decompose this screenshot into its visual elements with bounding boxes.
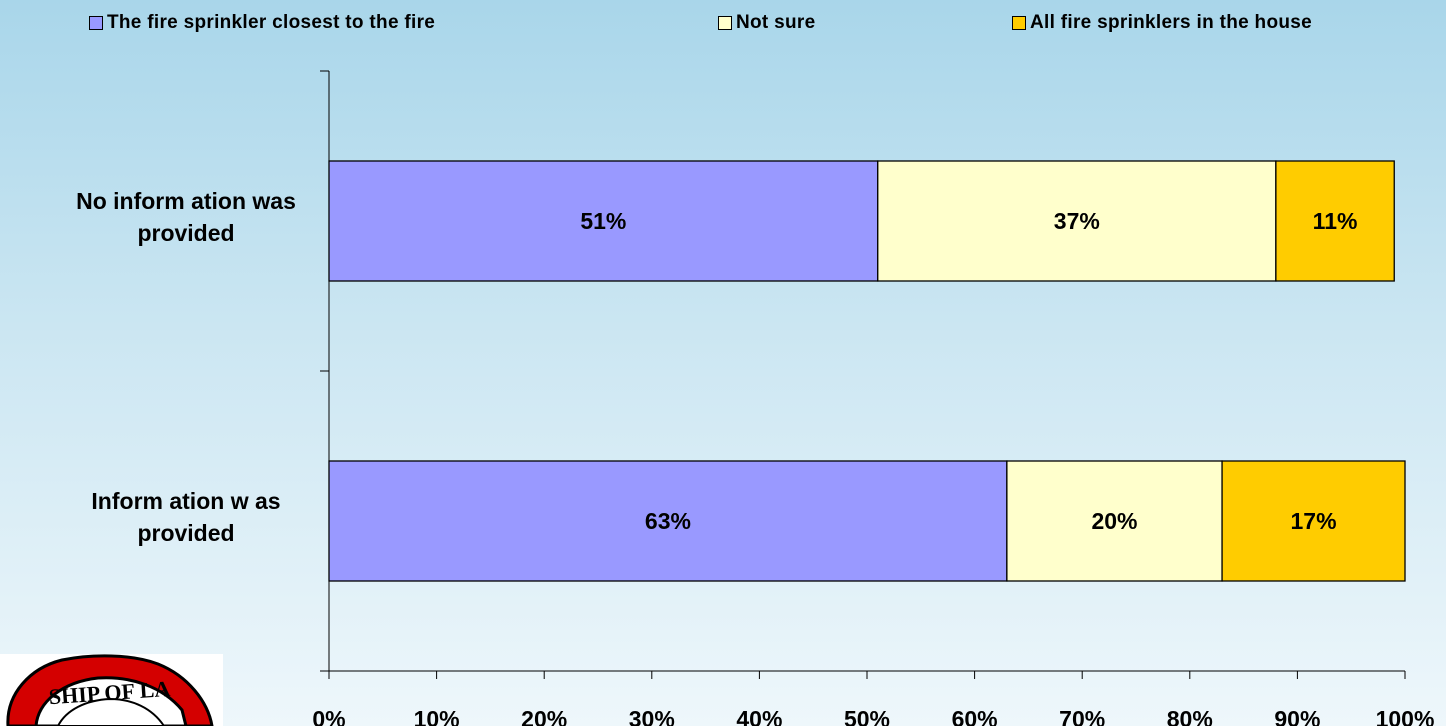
x-tick-label: 0% — [312, 706, 345, 726]
x-tick-label: 10% — [414, 706, 460, 726]
category-label: provided — [137, 520, 234, 546]
x-tick-label: 100% — [1376, 706, 1435, 726]
x-tick-label: 70% — [1059, 706, 1105, 726]
data-label: 11% — [1313, 208, 1358, 234]
data-label: 20% — [1091, 508, 1137, 534]
legend-item-all: All fire sprinklers in the house — [1012, 12, 1312, 34]
legend-label-closest: The fire sprinkler closest to the fire — [107, 12, 436, 33]
x-tick-label: 60% — [952, 706, 998, 726]
category-label: Inform ation w as — [91, 488, 280, 514]
x-tick-label: 50% — [844, 706, 890, 726]
data-label: 37% — [1054, 208, 1100, 234]
legend-item-closest: The fire sprinkler closest to the fire — [89, 12, 435, 34]
bar-segment — [1275, 160, 1395, 282]
legend: The fire sprinkler closest to the fire N… — [0, 0, 1446, 48]
legend-label-all: All fire sprinklers in the house — [1030, 12, 1313, 33]
data-label: 51% — [580, 208, 626, 234]
legend-label-not-sure: Not sure — [736, 12, 816, 33]
x-tick-label: 30% — [629, 706, 675, 726]
bar-segment — [1006, 460, 1223, 582]
category-label: No inform ation was — [76, 188, 296, 214]
legend-item-not-sure: Not sure — [718, 12, 815, 34]
x-tick-label: 40% — [736, 706, 782, 726]
data-label: 63% — [645, 508, 691, 534]
legend-swatch-all — [1012, 16, 1026, 30]
bar-segment — [328, 160, 879, 282]
legend-swatch-closest — [89, 16, 103, 30]
logo-emblem-icon: SHIP OF LA — [6, 654, 214, 726]
bar-segment — [1221, 460, 1406, 582]
data-label: 17% — [1291, 508, 1337, 534]
x-tick-label: 20% — [521, 706, 567, 726]
category-label: provided — [137, 220, 234, 246]
x-tick-label: 80% — [1167, 706, 1213, 726]
fire-department-logo: SHIP OF LA — [0, 654, 223, 726]
bar-segment — [328, 460, 1008, 582]
x-tick-label: 90% — [1274, 706, 1320, 726]
legend-swatch-not-sure — [718, 16, 732, 30]
